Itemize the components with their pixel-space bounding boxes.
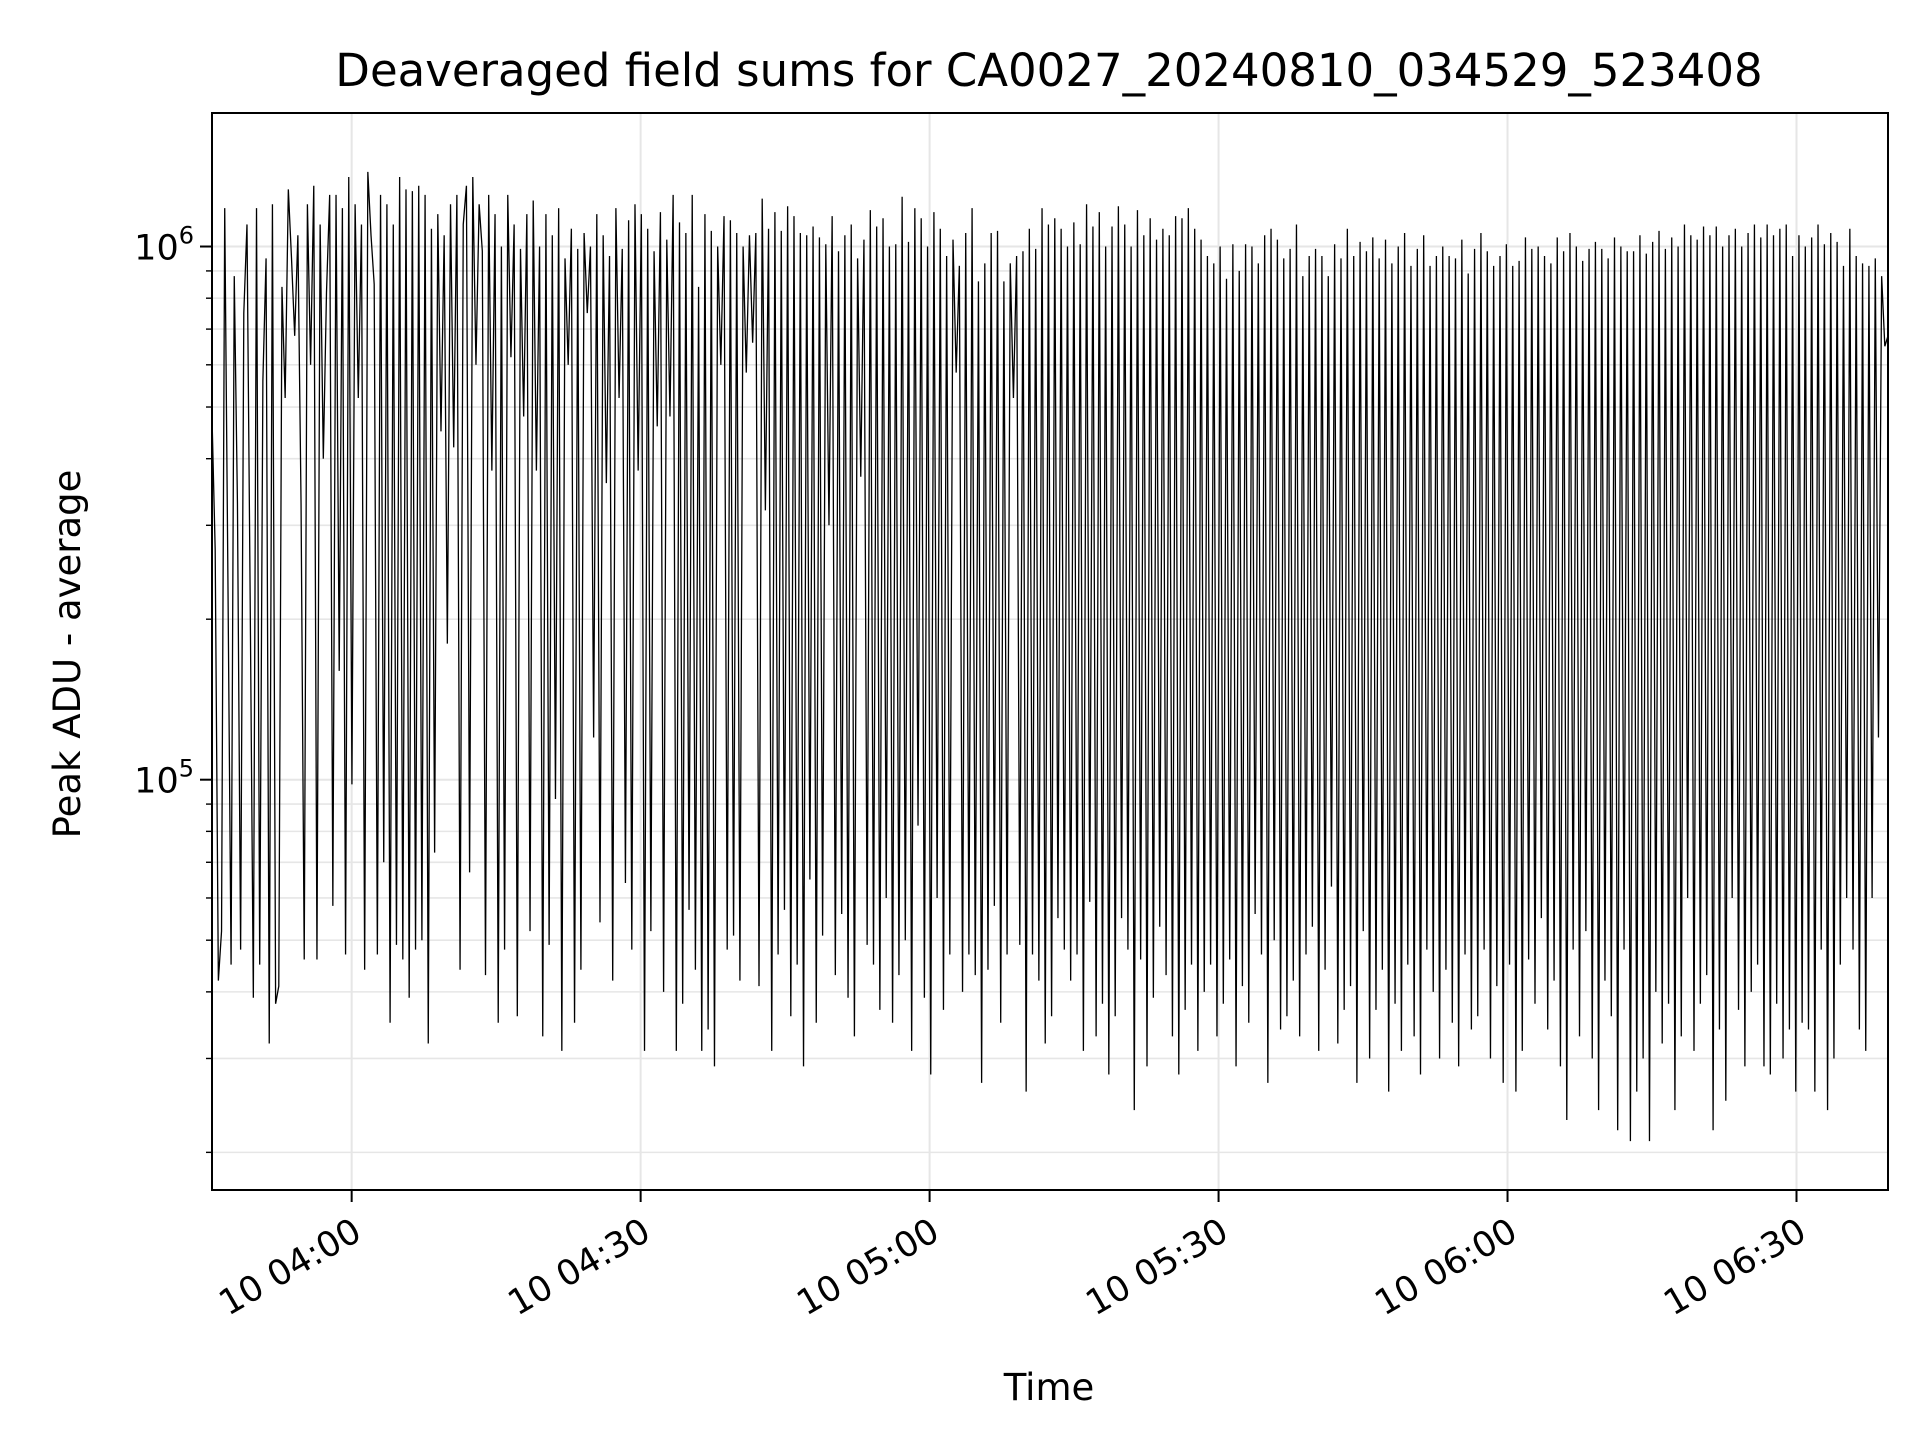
y-tick-exponent: 5 [179,755,194,783]
plot-area [211,171,1889,1142]
x-axis-label: Time [1003,1366,1095,1409]
y-tick-label: 106 [134,222,194,269]
y-tick-label: 105 [134,755,194,802]
y-axis-label: Peak ADU - average [46,470,89,839]
series-line [211,171,1889,1142]
y-tick-base: 10 [134,762,179,802]
y-tick-exponent: 6 [179,222,194,250]
chart-title: Deaveraged field sums for CA0027_2024081… [335,44,1762,97]
plot-frame [211,112,1889,1191]
y-tick-base: 10 [134,229,179,269]
